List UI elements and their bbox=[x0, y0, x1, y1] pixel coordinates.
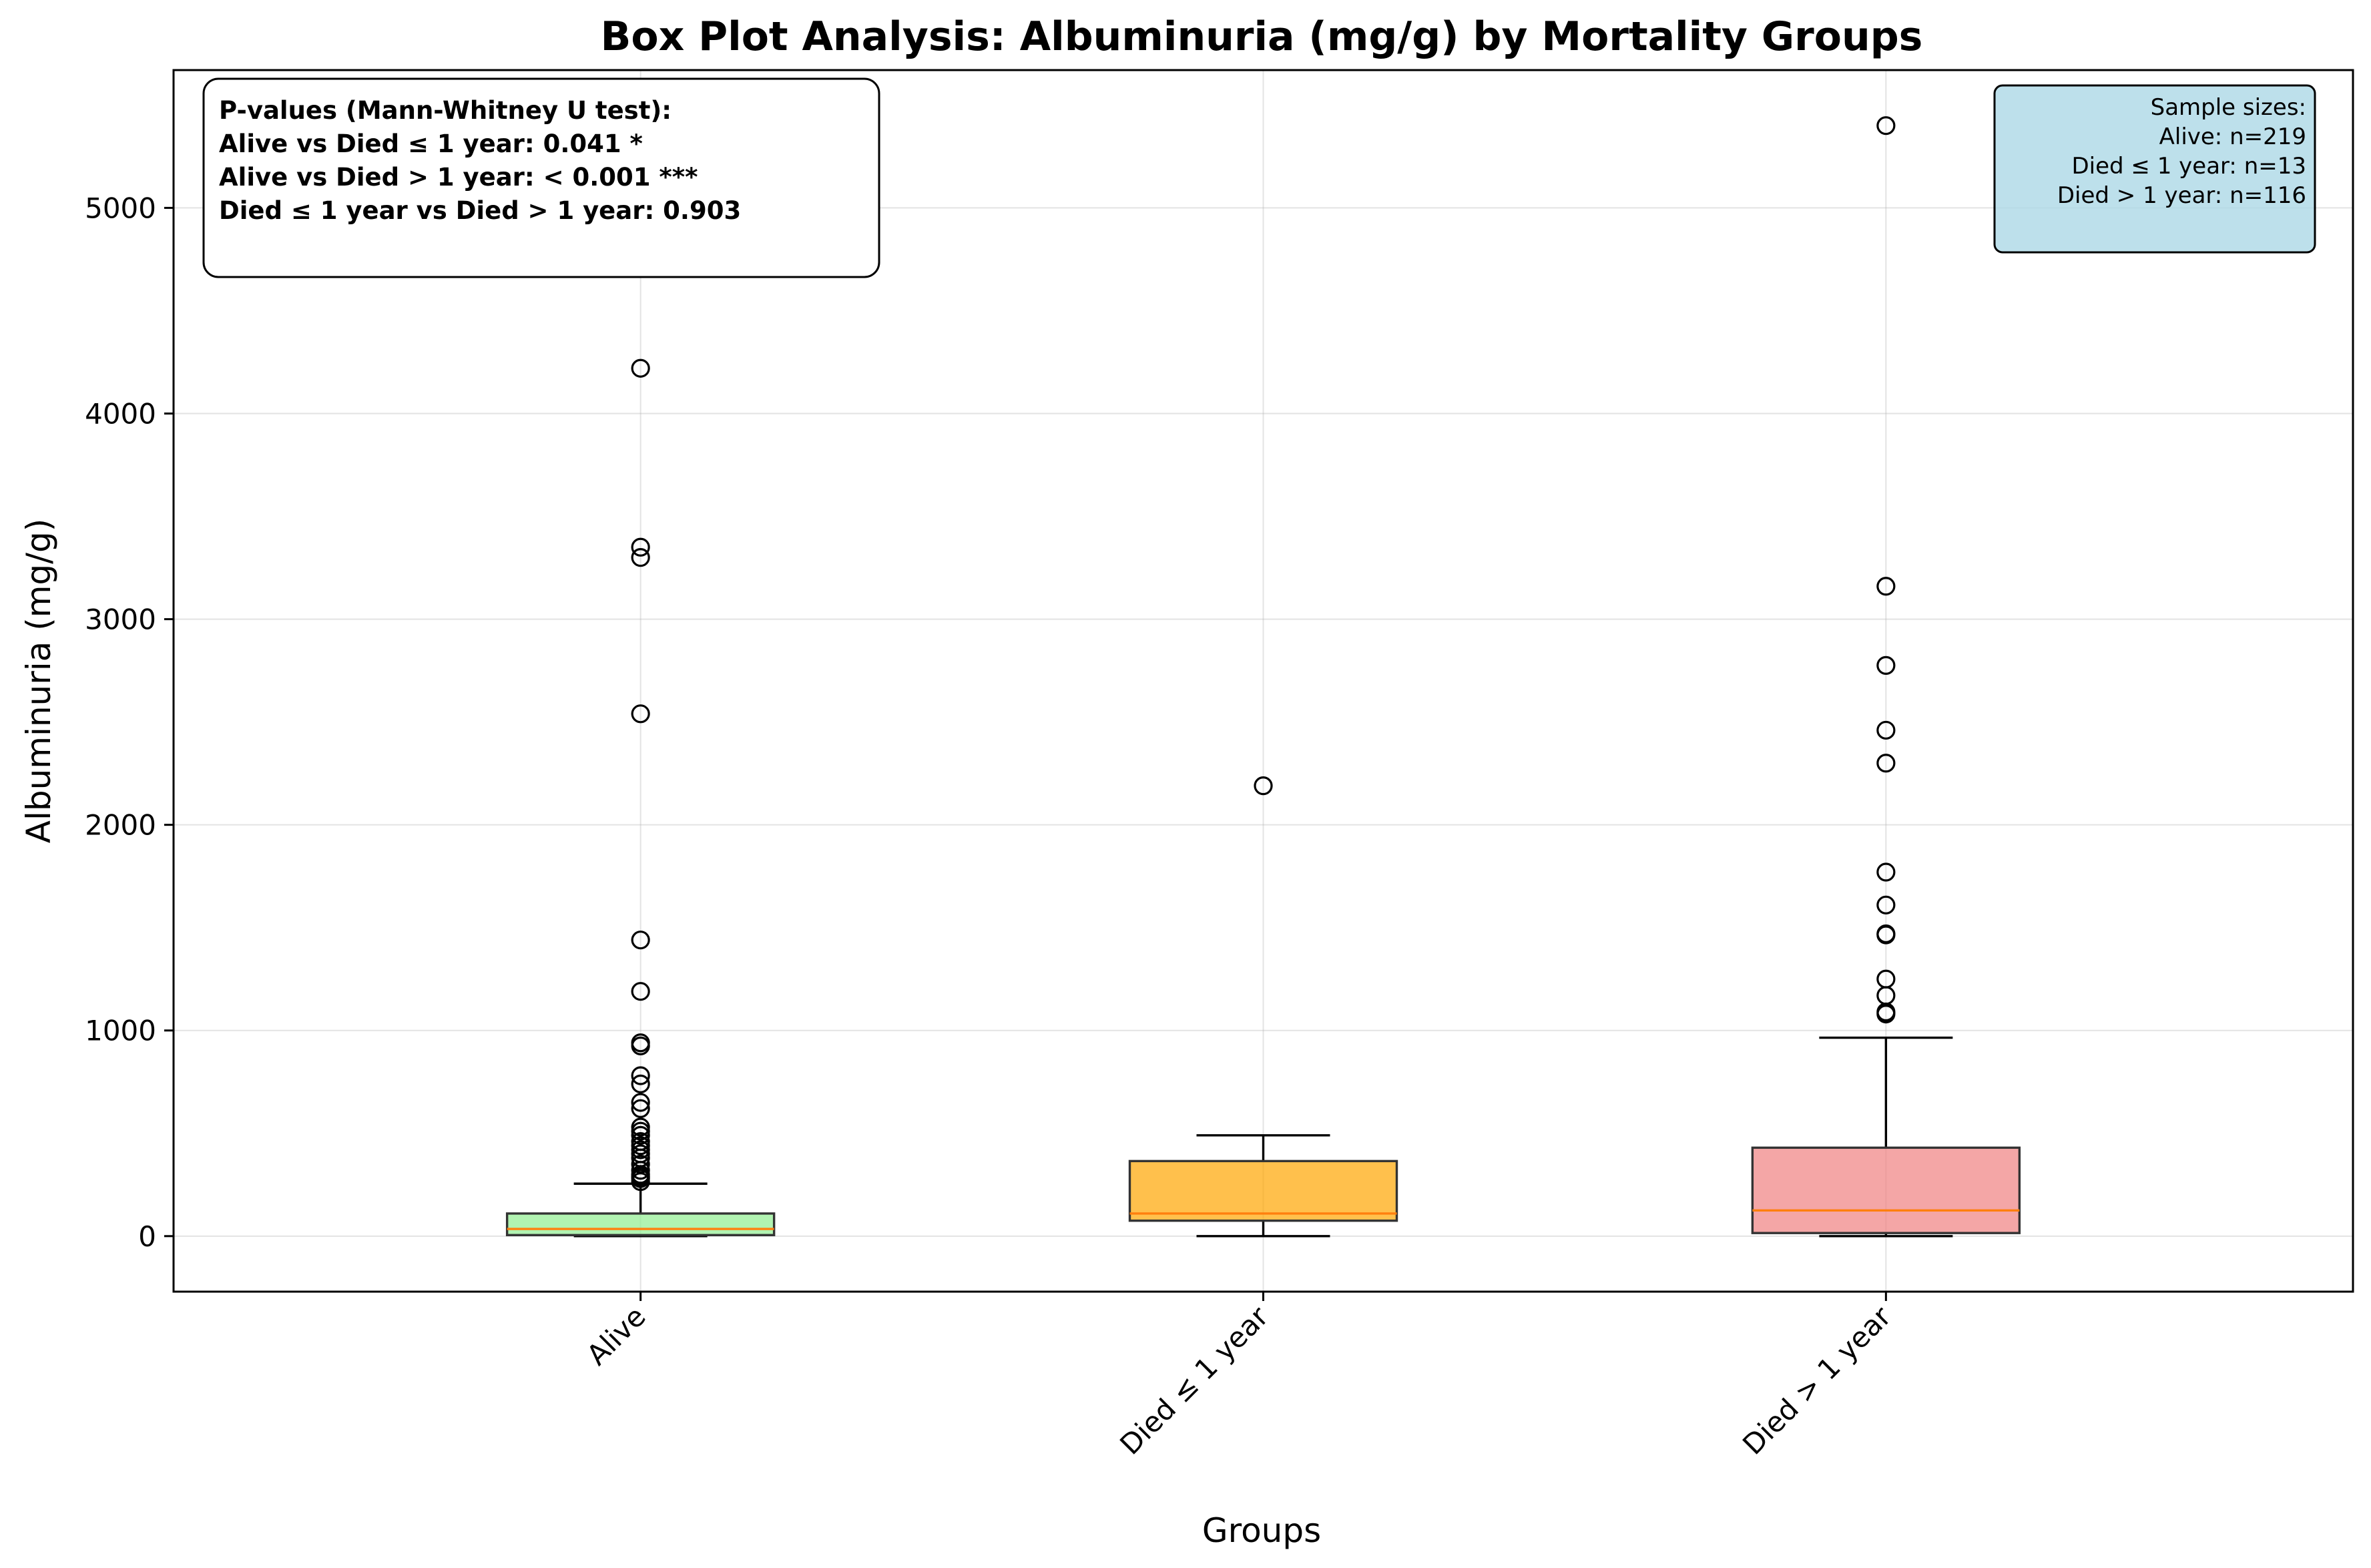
y-axis-label: Albuminuria (mg/g) bbox=[19, 519, 58, 844]
pvalue-line-died-le-vs-died-gt: Died ≤ 1 year vs Died > 1 year: 0.903 bbox=[219, 196, 741, 225]
pvalue-line-alive-vs-died-le-1yr: Alive vs Died ≤ 1 year: 0.041 * bbox=[219, 129, 643, 158]
x-tick-label: Alive bbox=[580, 1300, 651, 1371]
x-tick-label: Died ≤ 1 year bbox=[1113, 1300, 1275, 1461]
chart-title: Box Plot Analysis: Albuminuria (mg/g) by… bbox=[601, 13, 1923, 60]
group-1-outlier-point bbox=[631, 1036, 650, 1055]
x-axis-label: Groups bbox=[1202, 1511, 1321, 1550]
group-1-outlier-point bbox=[631, 982, 650, 1001]
group-3-box bbox=[1751, 1146, 2021, 1234]
group-2-box bbox=[1128, 1159, 1398, 1222]
group-1-outlier-point bbox=[631, 1093, 650, 1112]
sample-size-title: Sample sizes: bbox=[2151, 94, 2306, 121]
y-tick-label: 4000 bbox=[85, 397, 156, 430]
group-3-outlier-point bbox=[1876, 577, 1896, 596]
group-3-outlier-point bbox=[1876, 925, 1896, 945]
pvalue-title: P-values (Mann-Whitney U test): bbox=[219, 96, 672, 125]
pvalue-annotation-box: P-values (Mann-Whitney U test): Alive vs… bbox=[202, 77, 880, 278]
pvalue-line-alive-vs-died-gt-1yr: Alive vs Died > 1 year: < 0.001 *** bbox=[219, 163, 698, 192]
sample-size-died-gt-1yr: Died > 1 year: n=116 bbox=[2057, 182, 2306, 209]
group-3-outlier-point bbox=[1876, 895, 1896, 914]
sample-box-frame bbox=[1993, 84, 2316, 254]
group-1-outlier-point bbox=[631, 537, 650, 557]
group-1-outlier-point bbox=[631, 1099, 650, 1118]
sample-size-alive: Alive: n=219 bbox=[2159, 123, 2306, 150]
group-3-outlier-point bbox=[1876, 754, 1896, 773]
group-1-outlier-point bbox=[631, 931, 650, 950]
y-tick-label: 0 bbox=[138, 1220, 156, 1253]
pvalue-box-frame bbox=[202, 77, 880, 278]
group-3-outlier-point bbox=[1876, 656, 1896, 675]
group-1-outlier-point bbox=[631, 358, 650, 378]
flier-layer bbox=[631, 116, 1896, 1192]
group-1-outlier-point bbox=[631, 704, 650, 724]
tick-layer: 0 1000 2000 3000 4000 5000 Alive Died ≤ 1 year D… bbox=[85, 192, 1898, 1461]
sample-size-died-le-1yr: Died ≤ 1 year: n=13 bbox=[2072, 153, 2307, 180]
group-1-outlier-point bbox=[631, 1066, 650, 1085]
group-1-box bbox=[505, 1212, 776, 1236]
group-1-outlier-point bbox=[631, 548, 650, 567]
x-tick-label: Died > 1 year bbox=[1736, 1300, 1898, 1461]
group-2-outlier-point bbox=[1254, 776, 1273, 796]
sample-size-annotation-box: Sample sizes: Alive: n=219 Died ≤ 1 year… bbox=[1993, 84, 2316, 254]
group-3-outlier-point bbox=[1876, 1004, 1896, 1024]
group-3-outlier-point bbox=[1876, 720, 1896, 740]
group-1-outlier-point bbox=[631, 1074, 650, 1093]
y-tick-label: 1000 bbox=[85, 1015, 156, 1047]
group-1-outlier-point bbox=[631, 1125, 650, 1145]
group-3-outlier-point bbox=[1876, 116, 1896, 136]
y-tick-label: 5000 bbox=[85, 192, 156, 224]
y-tick-label: 3000 bbox=[85, 603, 156, 636]
group-1-outlier-point bbox=[631, 1172, 650, 1192]
group-3-outlier-point bbox=[1876, 862, 1896, 882]
y-tick-label: 2000 bbox=[85, 809, 156, 842]
